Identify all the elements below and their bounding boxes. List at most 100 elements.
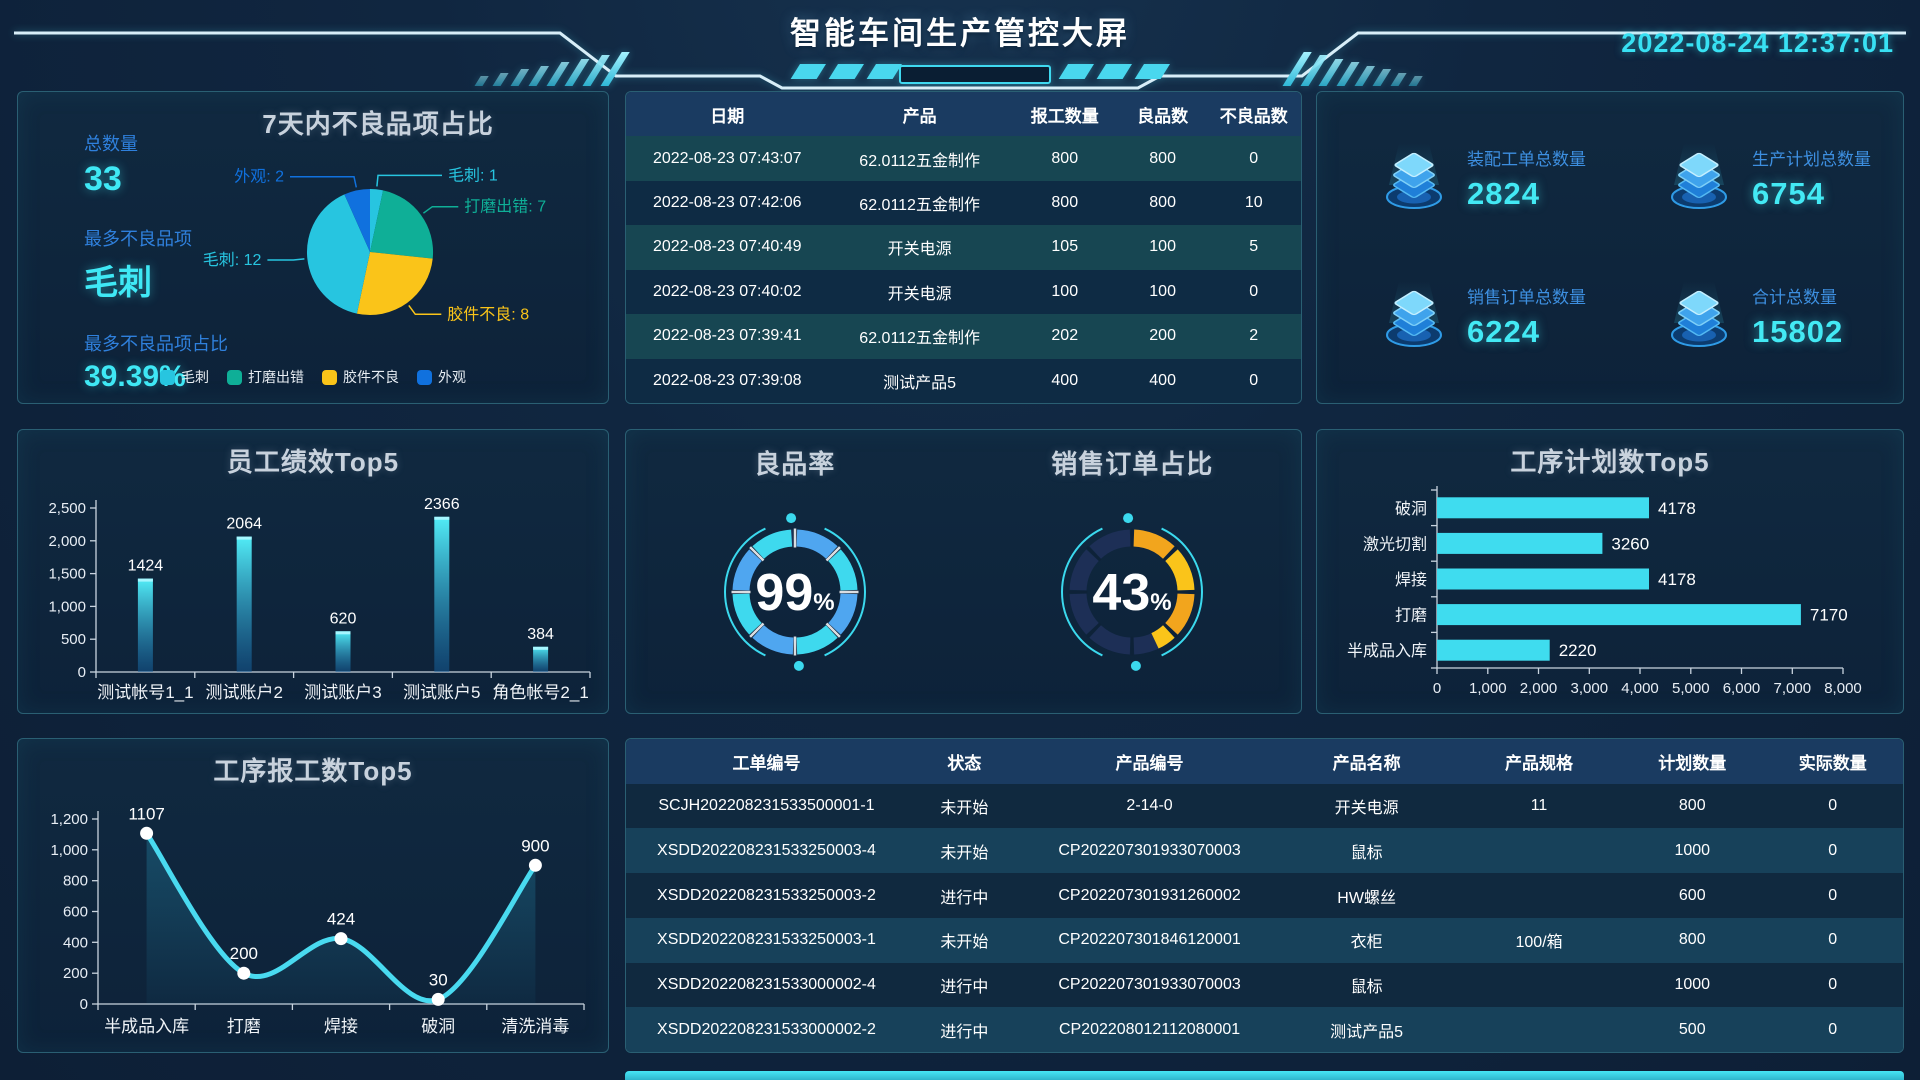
- svg-text:800: 800: [63, 873, 88, 890]
- legend-label: 打磨出错: [248, 369, 304, 385]
- stat-card-1: 生产计划总数量 6754: [1610, 110, 1895, 248]
- bar-value: 1424: [128, 558, 164, 575]
- work-order-table-cell: CP202207301933070003: [1058, 841, 1241, 859]
- bar: [137, 578, 153, 672]
- bar-value: 7170: [1810, 606, 1848, 625]
- work-order-table-cell: XSDD202208231533250003-4: [657, 841, 876, 859]
- work-order-table-cell: XSDD202208231533250003-2: [657, 886, 876, 904]
- process-plan-bar-chart: 0 1,000 2,000 3,000 4,000 5,000 6,000 7,000 8,00…: [1317, 480, 1903, 713]
- work-order-table-column-header: 产品规格: [1505, 753, 1574, 773]
- legend-swatch: [160, 369, 175, 385]
- legend-swatch: [417, 369, 432, 385]
- point-category: 清洗消毒: [501, 1017, 569, 1036]
- pie-label-line: [267, 258, 305, 261]
- work-order-table-cell: 600: [1678, 886, 1706, 904]
- work-order-table-cell: 0: [1828, 841, 1838, 859]
- point-category: 打磨: [227, 1017, 261, 1036]
- report-table-cell: 0: [1249, 371, 1259, 389]
- report-table-cell: 测试产品5: [883, 374, 957, 392]
- report-table-cell: 2022-08-23 07:40:02: [652, 282, 802, 300]
- work-order-table-cell: 500: [1678, 1020, 1706, 1038]
- panel-defect-ratio: 7天内不良品项占比 总数量 33 最多不良品项 毛刺 最多不良品项占比 39.3…: [17, 91, 609, 404]
- point-category: 半成品入库: [104, 1017, 189, 1036]
- report-table-cell: 105: [1051, 238, 1079, 256]
- svg-text:600: 600: [63, 904, 88, 921]
- report-table-row: 2022-08-23 07:40:49 开关电源 105 100 5: [626, 225, 1301, 270]
- pie-slice: [356, 252, 433, 315]
- report-table-cell: 0: [1249, 282, 1259, 300]
- pie-legend: 毛刺 打磨出错 胶件不良 外观: [18, 367, 608, 387]
- gauge-good-rate: 良品率 99%: [626, 430, 964, 713]
- work-order-table-cell: XSDD202208231533000002-2: [657, 1020, 876, 1038]
- page-title: 智能车间生产管控大屏: [790, 16, 1130, 51]
- gauge-value: 99%: [755, 564, 834, 622]
- report-table-cell: 202: [1051, 327, 1079, 345]
- bar-category: 测试帐号1_1: [97, 683, 193, 702]
- report-table-header-row: 日期 产品 报工数量 良品数 不良品数: [626, 92, 1301, 137]
- work-order-table-cell: 未开始: [940, 844, 989, 862]
- panel-process-plan: 工序计划数Top5 0 1,000 2,000 3,000 4,000 5,000 6,00…: [1316, 429, 1904, 714]
- report-table-cell: 10: [1244, 194, 1263, 212]
- stat-card-label: 装配工单总数量: [1467, 150, 1586, 170]
- pie-label-line: [408, 304, 442, 316]
- work-order-table-column-header: 实际数量: [1798, 753, 1867, 773]
- svg-text:200: 200: [63, 965, 88, 982]
- table-scrollbar[interactable]: [625, 1071, 1904, 1080]
- point-value: 30: [429, 970, 448, 989]
- gauge-sales-ratio-title: 销售订单占比: [1051, 449, 1214, 479]
- stat-top-defect-value: 毛刺: [84, 264, 152, 302]
- bar-category: 测试账户3: [304, 683, 381, 702]
- pie-label-line: [422, 205, 459, 214]
- point-category: 焊接: [324, 1017, 358, 1036]
- work-order-table-cell: 0: [1828, 1020, 1838, 1038]
- panel-work-orders: 工单编号 状态 产品编号 产品名称 产品规格 计划数量 实际数量 SCJH2022082315…: [625, 738, 1904, 1053]
- work-order-table-cell: XSDD202208231533250003-1: [657, 931, 876, 949]
- bar-category: 打磨: [1395, 607, 1427, 625]
- bar: [1437, 532, 1603, 554]
- work-order-table-cell: 鼠标: [1350, 978, 1383, 996]
- svg-text:1,000: 1,000: [1469, 680, 1507, 697]
- stat-card-value: 6224: [1467, 313, 1540, 349]
- work-order-table-cell: CP202207301931260002: [1058, 886, 1241, 904]
- work-order-table-cell: 1000: [1674, 841, 1711, 859]
- header-decoration: [14, 31, 1906, 90]
- report-table-column-header: 产品: [902, 106, 937, 126]
- stat-card-2: 销售订单总数量 6224: [1325, 248, 1610, 386]
- svg-text:2,500: 2,500: [48, 500, 86, 517]
- point-value: 424: [327, 910, 355, 929]
- report-table: 日期 产品 报工数量 良品数 不良品数 2022-08-23 07:43:07 62.011…: [626, 92, 1301, 403]
- report-table-cell: 100: [1149, 282, 1176, 300]
- layers-icon: [1377, 139, 1451, 218]
- report-table-row: 2022-08-23 07:39:41 62.0112五金制作 202 200 2: [626, 314, 1301, 359]
- bar-category: 激光切割: [1363, 535, 1427, 553]
- svg-text:1,000: 1,000: [48, 598, 86, 615]
- pie-label: 外观: 2: [234, 168, 284, 186]
- gauge-good-rate-chart: 99%: [626, 480, 964, 720]
- work-order-table-cell: XSDD202208231533000002-4: [657, 975, 876, 993]
- svg-text:4,000: 4,000: [1621, 680, 1659, 697]
- report-table-cell: 400: [1149, 371, 1176, 389]
- bar-category: 测试账户2: [205, 683, 282, 702]
- stat-total-label: 总数量: [84, 134, 138, 154]
- legend-item: 外观: [417, 367, 466, 387]
- bar: [1437, 497, 1649, 519]
- pie-slice: [344, 188, 370, 252]
- bar: [236, 536, 252, 672]
- line-point: [431, 992, 445, 1006]
- work-order-table-cell: 0: [1828, 931, 1838, 949]
- bar: [434, 516, 450, 672]
- work-order-table-row: XSDD202208231533000002-4 进行中 CP20220730193…: [626, 962, 1903, 1008]
- stat-card-value: 15802: [1752, 313, 1844, 349]
- layers-icon: [1662, 139, 1736, 218]
- svg-text:2,000: 2,000: [48, 533, 86, 550]
- report-table-cell: 2022-08-23 07:43:07: [652, 149, 802, 167]
- employee-chart-title: 员工绩效Top5: [226, 447, 400, 477]
- stat-cards-grid: 装配工单总数量 2824 生产计划总数量 6754 销售订单总数量 6224: [1317, 92, 1903, 403]
- slash-bars-center-right: [1058, 64, 1170, 79]
- stat-total-value: 33: [84, 160, 122, 198]
- report-table-cell: 2022-08-23 07:39:41: [652, 327, 802, 345]
- svg-text:400: 400: [63, 934, 88, 951]
- panel-process-report: 工序报工数Top5 0 200 400 600 800 1,000 1,200 1107 半成品…: [17, 738, 609, 1053]
- gauge-sales-ratio-chart: 43%: [963, 480, 1301, 720]
- point-value: 200: [230, 944, 258, 963]
